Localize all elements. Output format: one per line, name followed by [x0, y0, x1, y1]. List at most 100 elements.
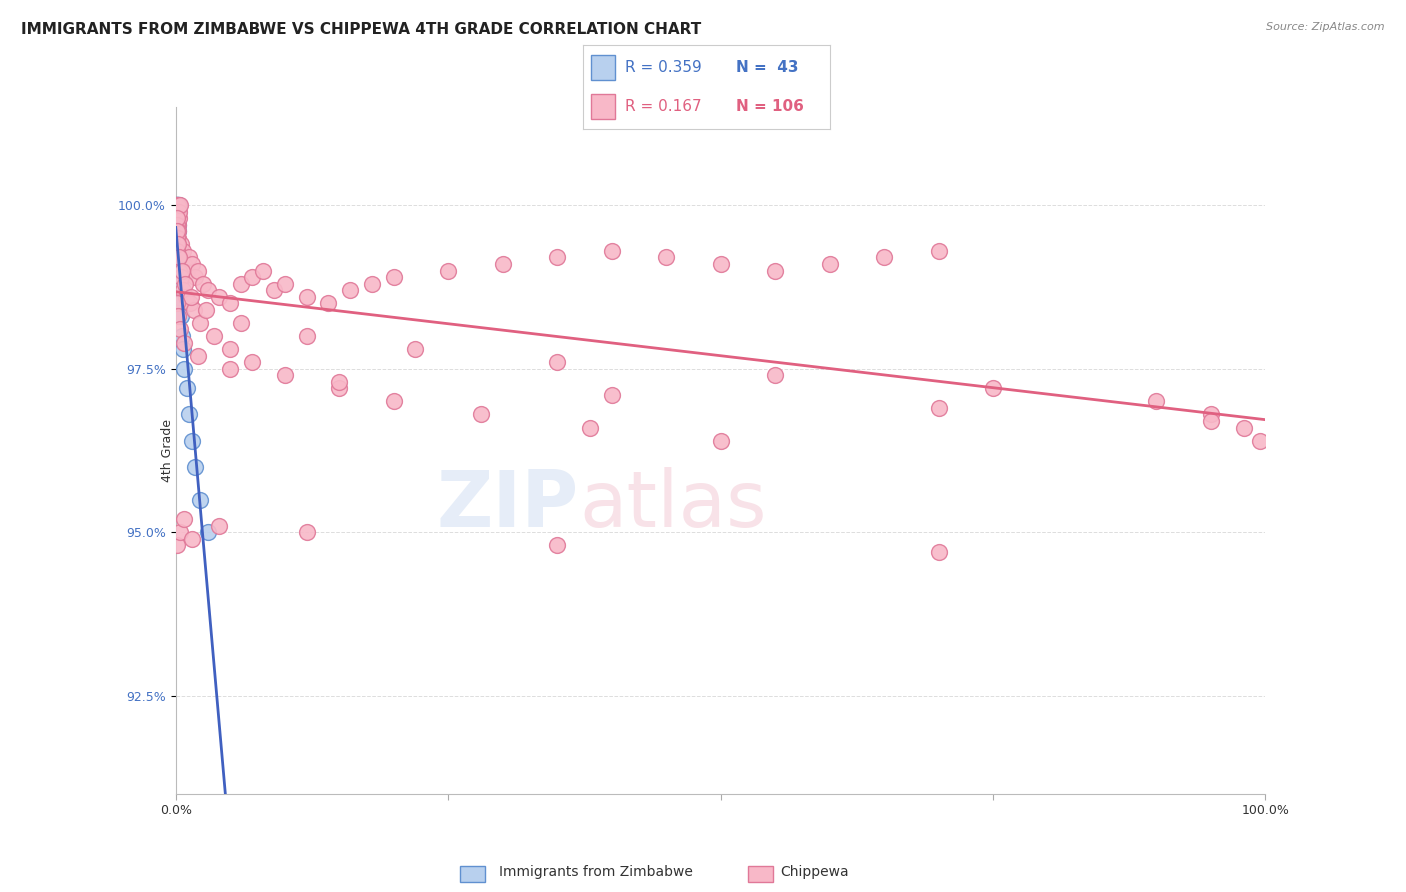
Point: [339, 283, 361, 297]
Point: [166, 231, 188, 245]
Point: [219, 342, 242, 356]
Point: [172, 283, 194, 297]
Point: [184, 459, 207, 474]
Point: [181, 532, 204, 546]
Point: [166, 218, 188, 232]
Point: [208, 518, 231, 533]
Point: [166, 204, 188, 219]
Point: [183, 302, 205, 317]
Point: [167, 263, 190, 277]
Bar: [460, 866, 485, 882]
Point: [166, 244, 188, 258]
Point: [166, 263, 188, 277]
Point: [169, 277, 191, 291]
Point: [167, 204, 190, 219]
Point: [176, 263, 198, 277]
Point: [166, 211, 188, 226]
Point: [166, 204, 188, 219]
Point: [167, 237, 190, 252]
Text: atlas: atlas: [579, 467, 766, 543]
Y-axis label: 4th Grade: 4th Grade: [160, 419, 174, 482]
Bar: [748, 866, 773, 882]
Point: [274, 368, 297, 383]
Point: [252, 263, 274, 277]
Point: [492, 257, 515, 271]
Point: [231, 277, 253, 291]
Point: [166, 211, 188, 226]
Point: [165, 218, 187, 232]
Point: [166, 237, 188, 252]
Point: [191, 277, 214, 291]
Point: [169, 270, 191, 285]
Point: [655, 251, 678, 265]
Point: [167, 198, 190, 212]
Point: [382, 270, 405, 285]
Point: [165, 198, 187, 212]
Point: [166, 538, 188, 552]
Point: [167, 277, 190, 291]
Text: R = 0.167: R = 0.167: [626, 99, 702, 114]
Point: [208, 290, 231, 304]
Point: [240, 270, 263, 285]
Point: [818, 257, 841, 271]
Point: [382, 394, 405, 409]
Point: [166, 211, 188, 226]
Point: [177, 408, 200, 422]
Point: [166, 198, 188, 212]
Point: [295, 525, 318, 540]
Point: [167, 224, 190, 238]
Point: [166, 198, 188, 212]
Text: IMMIGRANTS FROM ZIMBABWE VS CHIPPEWA 4TH GRADE CORRELATION CHART: IMMIGRANTS FROM ZIMBABWE VS CHIPPEWA 4TH…: [21, 22, 702, 37]
Point: [166, 270, 188, 285]
Point: [579, 420, 602, 434]
Point: [186, 263, 209, 277]
Point: [166, 237, 188, 252]
Point: [173, 512, 195, 526]
Text: N = 106: N = 106: [737, 99, 804, 114]
Point: [763, 263, 786, 277]
Point: [197, 283, 219, 297]
Point: [166, 198, 188, 212]
Point: [172, 244, 194, 258]
Point: [546, 538, 568, 552]
Text: N =  43: N = 43: [737, 60, 799, 75]
Text: Immigrants from Zimbabwe: Immigrants from Zimbabwe: [499, 865, 693, 880]
Point: [167, 204, 190, 219]
Point: [167, 211, 190, 226]
Point: [710, 434, 733, 448]
Point: [166, 296, 188, 310]
Point: [546, 355, 568, 369]
Point: [166, 231, 188, 245]
Point: [181, 257, 204, 271]
Point: [600, 244, 623, 258]
Point: [437, 263, 460, 277]
Point: [166, 257, 188, 271]
Point: [167, 251, 190, 265]
Text: R = 0.359: R = 0.359: [626, 60, 702, 75]
Point: [167, 231, 190, 245]
Point: [231, 316, 253, 330]
Point: [274, 277, 297, 291]
Point: [928, 401, 950, 415]
Point: [1199, 408, 1222, 422]
Point: [873, 251, 896, 265]
Point: [981, 381, 1004, 395]
Point: [219, 296, 242, 310]
Point: [167, 198, 190, 212]
Point: [197, 525, 219, 540]
Point: [180, 290, 202, 304]
Point: [166, 198, 188, 212]
Point: [166, 244, 188, 258]
Text: Chippewa: Chippewa: [780, 865, 849, 880]
Point: [186, 349, 209, 363]
Point: [174, 290, 197, 304]
Text: Source: ZipAtlas.com: Source: ZipAtlas.com: [1267, 22, 1385, 32]
Point: [1146, 394, 1168, 409]
Point: [1199, 414, 1222, 428]
Point: [928, 545, 950, 559]
Point: [169, 244, 191, 258]
Point: [167, 204, 190, 219]
Point: [600, 388, 623, 402]
Point: [166, 224, 188, 238]
Point: [328, 381, 350, 395]
